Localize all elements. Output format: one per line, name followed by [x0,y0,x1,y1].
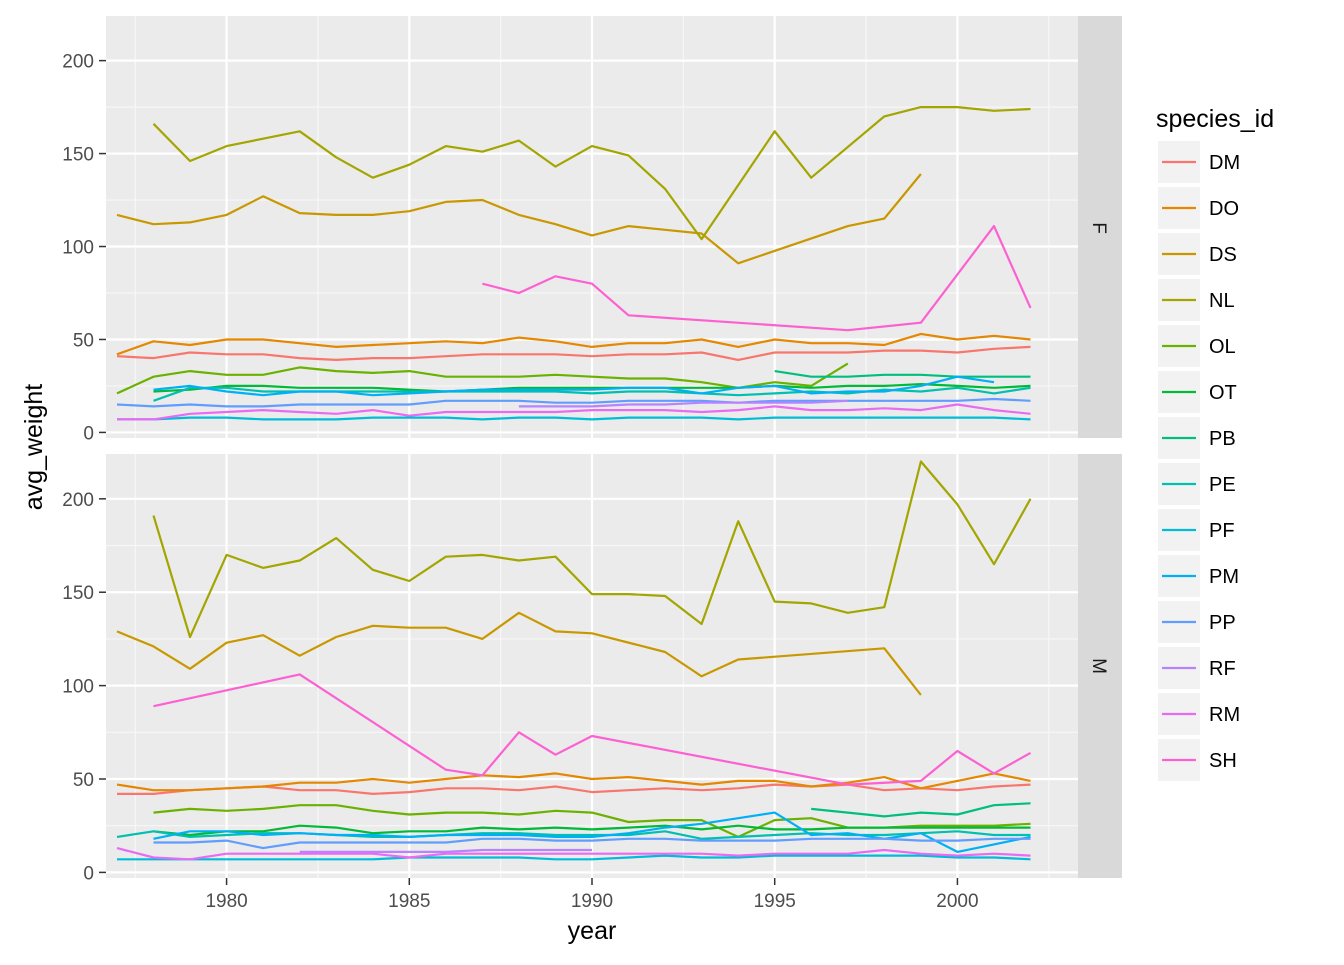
x-axis-title: year [568,917,617,945]
legend-label: PB [1209,428,1236,450]
major-grid-f [106,16,1078,438]
y-tick-label: 150 [62,583,94,604]
legend: species_id DM DO DS NL OL OT PB PE PF PM PP RF RM SH [1156,105,1274,781]
series-lines-f [116,105,1032,421]
series-line-rf-m [299,848,592,854]
legend-item-pp: PP [1158,601,1236,643]
y-tick-label: 100 [62,677,94,698]
x-axis-ticks: 1980 1985 1990 1995 2000 [205,878,979,912]
series-line-nl-f [152,105,1031,241]
legend-item-sh: SH [1158,739,1237,781]
series-line-pf-m [117,854,1031,861]
y-tick-label: 0 [83,423,94,444]
y-tick-label: 50 [73,330,94,351]
series-line-pf-f [117,416,1031,421]
legend-label: PF [1209,520,1235,542]
series-line-do-f [116,332,1031,356]
facet-strip-f [1078,16,1122,438]
series-line-pb-f [774,370,1031,378]
legend-item-ol: OL [1158,325,1236,367]
x-tick-label: 1980 [205,891,247,912]
legend-label: PE [1209,474,1236,496]
legend-label: PP [1209,612,1236,634]
major-grid-m [106,454,1078,878]
y-tick-label: 0 [83,863,94,884]
series-line-ol-f [116,362,849,395]
legend-item-ot: OT [1158,371,1237,413]
legend-label: DO [1209,198,1239,220]
legend-label: RF [1209,658,1236,680]
facet-panel-f: F [106,16,1122,438]
legend-label: PM [1209,566,1239,588]
legend-title: species_id [1156,105,1274,133]
y-axis-title: avg_weight [20,384,48,511]
x-tick-label: 1985 [388,891,430,912]
facet-label-f: F [1088,222,1109,234]
legend-item-pb: PB [1158,417,1236,459]
series-line-rm-m [116,847,1031,861]
series-line-dm-m [117,783,1031,796]
series-line-ot-f [153,383,1031,393]
x-tick-label: 2000 [936,891,978,912]
y-tick-label: 200 [62,52,94,73]
facet-strip-m [1078,454,1122,878]
legend-item-rf: RF [1158,647,1236,689]
y-tick-label: 150 [62,145,94,166]
series-line-do-m [116,772,1031,792]
legend-item-ds: DS [1158,233,1237,275]
y-tick-label: 50 [73,770,94,791]
legend-label: OL [1209,336,1236,358]
series-line-sh-m [153,673,1032,786]
legend-item-do: DO [1158,187,1239,229]
series-line-ds-m [116,611,922,696]
series-line-sh-f [482,225,1032,332]
legend-item-dm: DM [1158,141,1240,183]
series-line-rf-f [518,399,848,408]
series-lines-m [116,460,1032,861]
series-line-rm-f [117,403,1031,421]
legend-label: NL [1209,290,1235,312]
series-line-nl-m [152,460,1032,639]
series-line-dm-f [116,345,1031,361]
legend-item-pf: PF [1158,509,1235,551]
y-tick-label: 200 [62,490,94,511]
series-line-ot-m [153,824,1031,837]
series-line-pb-m [811,802,1031,818]
y-axis-ticks: 0 50 100 150 200 0 50 100 150 200 [62,52,106,884]
legend-item-pe: PE [1158,463,1236,505]
y-tick-label: 100 [62,238,94,259]
legend-label: OT [1209,382,1237,404]
series-line-ds-f [116,173,922,265]
series-line-pp-f [116,397,1031,408]
x-tick-label: 1990 [571,891,613,912]
legend-label: DS [1209,244,1237,266]
legend-item-rm: RM [1158,693,1240,735]
legend-items: DM DO DS NL OL OT PB PE PF PM PP RF RM SH [1158,141,1240,781]
legend-item-nl: NL [1158,279,1235,321]
facet-label-m: M [1088,658,1109,674]
series-line-pp-m [153,837,1031,850]
legend-label: RM [1209,704,1240,726]
legend-label: SH [1209,750,1237,772]
x-tick-label: 1995 [754,891,796,912]
legend-item-pm: PM [1158,555,1239,597]
series-line-pm-f [153,375,995,397]
facet-panel-m: M [106,454,1122,878]
series-line-pe-m [116,830,1031,840]
legend-label: DM [1209,152,1240,174]
